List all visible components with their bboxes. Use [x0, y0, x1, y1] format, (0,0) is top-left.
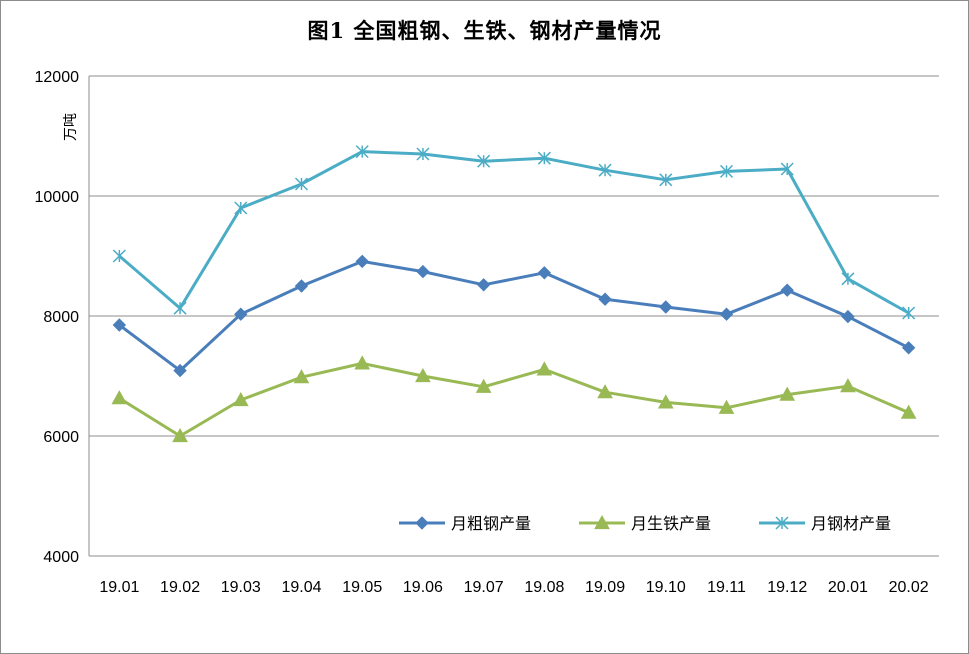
data-point [415, 367, 431, 383]
data-point [902, 306, 916, 320]
y-tick-label: 6000 [43, 429, 79, 446]
data-point [354, 355, 371, 370]
data-point [841, 309, 855, 324]
x-tick-label: 20.02 [889, 579, 929, 596]
data-point [477, 154, 491, 168]
data-point [234, 201, 248, 215]
data-point [719, 164, 734, 178]
legend-label: 月钢材产量 [811, 514, 891, 533]
chart-title: 图1 全国粗钢、生铁、钢材产量情况 [307, 18, 662, 43]
data-point [294, 177, 309, 191]
data-point [779, 386, 796, 401]
data-point [659, 300, 673, 314]
data-point [234, 307, 248, 321]
x-tick-label: 19.12 [767, 579, 807, 596]
series-line-3 [118, 150, 910, 315]
x-tick-label: 19.08 [524, 579, 564, 596]
data-point [355, 254, 369, 269]
data-point [294, 279, 309, 293]
data-point [232, 391, 249, 407]
x-tick-label: 19.11 [707, 579, 746, 596]
data-point [112, 249, 126, 263]
data-point [476, 278, 491, 292]
legend-label: 月生铁产量 [631, 514, 711, 533]
data-point [659, 173, 673, 187]
data-point [416, 147, 430, 161]
data-point [900, 404, 917, 419]
data-point [598, 292, 612, 306]
x-tick-label: 19.02 [160, 579, 200, 596]
data-point [718, 399, 735, 414]
data-point [598, 163, 612, 177]
data-point [901, 341, 916, 355]
y-tick-label: 12000 [35, 69, 80, 86]
y-tick-label: 8000 [43, 309, 79, 326]
legend-marker [415, 516, 429, 530]
data-point [475, 378, 492, 393]
x-tick-label: 19.05 [342, 579, 382, 596]
x-tick-label: 19.01 [99, 579, 139, 596]
data-point [173, 301, 187, 315]
data-point [597, 384, 613, 399]
data-point [111, 390, 128, 405]
data-point [719, 307, 734, 321]
y-axis-label: 万吨 [63, 113, 79, 141]
legend-marker [594, 514, 610, 530]
data-point [537, 266, 552, 280]
x-tick-label: 19.06 [403, 579, 443, 596]
x-tick-label: 19.09 [585, 579, 625, 596]
data-point [780, 162, 794, 176]
data-point [293, 369, 310, 384]
x-tick-label: 20.01 [828, 579, 868, 596]
x-tick-label: 19.10 [646, 579, 686, 596]
data-point [355, 145, 369, 159]
x-tick-label: 19.04 [281, 579, 321, 596]
series-line-2 [118, 361, 910, 438]
data-point [173, 363, 187, 378]
series-line-1 [118, 259, 910, 373]
y-tick-label: 4000 [43, 549, 79, 566]
data-point [416, 264, 430, 279]
legend-label: 月粗钢产量 [451, 514, 531, 533]
data-point [172, 427, 188, 443]
legend-marker [775, 516, 789, 530]
data-point [536, 361, 553, 376]
x-tick-label: 19.07 [464, 579, 504, 596]
data-point [780, 283, 794, 297]
data-point [112, 318, 127, 332]
data-point [537, 151, 551, 165]
data-point [657, 394, 674, 409]
data-point [841, 272, 855, 286]
y-tick-label: 10000 [35, 189, 80, 206]
data-point [840, 378, 856, 393]
x-tick-label: 19.03 [221, 579, 261, 596]
